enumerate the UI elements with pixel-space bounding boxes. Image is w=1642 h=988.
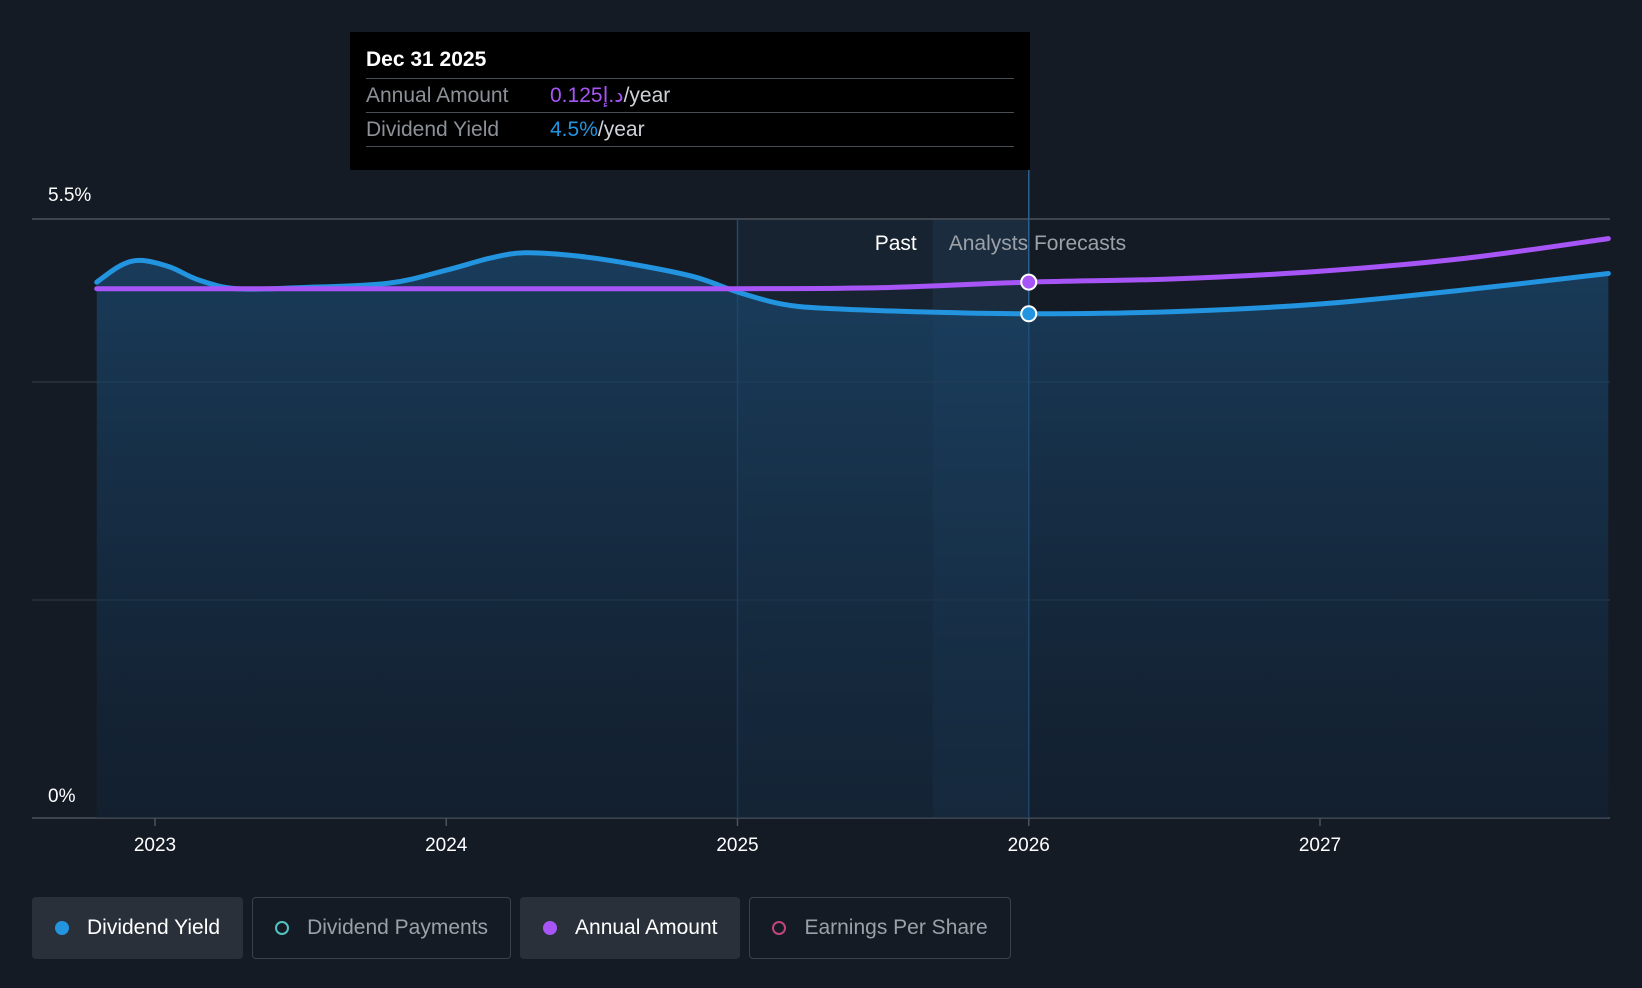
tooltip-date: Dec 31 2025 bbox=[366, 48, 487, 71]
dividend-yield-area bbox=[96, 252, 1609, 819]
tooltip-row-annual-amount: Annual Amount 0.125د.إ /year bbox=[366, 78, 1014, 112]
tooltip-unit: /year bbox=[597, 117, 645, 141]
legend-dot-icon bbox=[543, 921, 558, 935]
legend-dot-icon bbox=[772, 921, 787, 935]
tooltip-value: 0.125د.إ bbox=[550, 84, 624, 107]
legend: Dividend Yield Dividend Payments Annual … bbox=[32, 897, 1011, 959]
dividend-yield-marker bbox=[1020, 305, 1038, 323]
legend-dividend-payments[interactable]: Dividend Payments bbox=[252, 897, 512, 959]
legend-label: Dividend Yield bbox=[87, 916, 221, 939]
legend-earnings-per-share[interactable]: Earnings Per Share bbox=[749, 897, 1011, 959]
x-tick-label: 2025 bbox=[716, 835, 758, 856]
forecast-label: Analysts Forecasts bbox=[949, 232, 1126, 255]
dividend-yield-line bbox=[94, 250, 1611, 317]
legend-annual-amount[interactable]: Annual Amount bbox=[520, 897, 741, 959]
legend-label: Dividend Payments bbox=[307, 916, 489, 939]
past-label: Past bbox=[875, 232, 917, 255]
tooltip-row-dividend-yield: Dividend Yield 4.5% /year bbox=[366, 112, 1014, 147]
y-axis-max-label: 5.5% bbox=[48, 185, 91, 206]
legend-label: Earnings Per Share bbox=[804, 916, 988, 939]
x-tick-label: 2023 bbox=[134, 835, 176, 856]
tooltip: Dec 31 2025 Annual Amount 0.125د.إ /year… bbox=[350, 32, 1030, 170]
x-tick-label: 2024 bbox=[425, 835, 468, 856]
y-axis-min-label: 0% bbox=[48, 786, 76, 807]
x-tick-label: 2027 bbox=[1299, 835, 1341, 856]
legend-dot-icon bbox=[275, 921, 290, 935]
tooltip-unit: /year bbox=[623, 83, 671, 107]
legend-dot-icon bbox=[55, 921, 69, 935]
legend-dividend-yield[interactable]: Dividend Yield bbox=[32, 897, 244, 959]
tooltip-key: Dividend Yield bbox=[366, 117, 500, 141]
annual-amount-line bbox=[94, 236, 1611, 292]
annual-amount-marker bbox=[1020, 273, 1038, 291]
tooltip-key: Annual Amount bbox=[366, 83, 509, 107]
x-tick-label: 2026 bbox=[1008, 835, 1050, 856]
legend-label: Annual Amount bbox=[575, 916, 718, 939]
tooltip-value: 4.5% bbox=[550, 117, 598, 141]
